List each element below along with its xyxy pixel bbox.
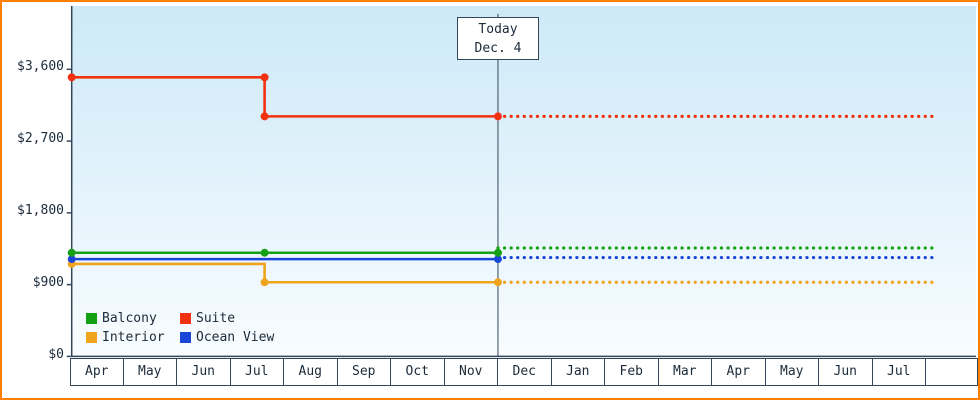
data-point-suite bbox=[260, 73, 269, 82]
legend-swatch-ocean-view bbox=[180, 331, 191, 343]
x-axis-month-cell: Mar bbox=[658, 358, 712, 386]
legend-item-ocean-view: Ocean View bbox=[180, 329, 274, 345]
legend-label-interior: Interior bbox=[102, 329, 165, 345]
x-axis-month-cell: Sep bbox=[337, 358, 391, 386]
series-line-interior bbox=[71, 262, 498, 284]
y-axis-label: $0 bbox=[48, 347, 64, 362]
x-axis-month-cell: Feb bbox=[605, 358, 659, 386]
data-point-interior bbox=[260, 278, 269, 287]
data-point-balcony bbox=[67, 248, 76, 257]
today-label: Today bbox=[478, 22, 518, 37]
legend-swatch-balcony bbox=[86, 312, 97, 324]
data-point-balcony bbox=[493, 248, 502, 257]
data-point-suite bbox=[260, 112, 269, 121]
data-point-ocean-view bbox=[67, 255, 76, 264]
x-axis-month-cell: Jul bbox=[872, 358, 926, 386]
data-point-ocean-view bbox=[493, 255, 502, 264]
data-point-suite bbox=[493, 112, 502, 121]
x-axis-month-cell: Jan bbox=[551, 358, 605, 386]
x-axis-month-cell: Oct bbox=[391, 358, 445, 386]
legend-swatch-suite bbox=[180, 312, 191, 324]
x-axis-month-cell: May bbox=[123, 358, 177, 386]
legend-item-suite: Suite bbox=[180, 310, 274, 326]
y-axis-label: $2,700 bbox=[17, 131, 64, 146]
x-axis-month-cell: Jun bbox=[819, 358, 873, 386]
x-axis-month-cell: Nov bbox=[444, 358, 498, 386]
x-axis-month-cell: May bbox=[765, 358, 819, 386]
data-point-balcony bbox=[260, 248, 269, 257]
legend-swatch-interior bbox=[86, 331, 97, 343]
x-axis-month-cell: Jul bbox=[230, 358, 284, 386]
x-axis-month-cell: Jun bbox=[177, 358, 231, 386]
x-axis-month-cell: Aug bbox=[284, 358, 338, 386]
legend-label-balcony: Balcony bbox=[102, 310, 157, 326]
data-point-suite bbox=[67, 73, 76, 82]
x-axis-month-cell: Dec bbox=[498, 358, 552, 386]
today-marker-box: Today Dec. 4 bbox=[457, 17, 539, 60]
x-axis-month-cell: Apr bbox=[712, 358, 766, 386]
today-date: Dec. 4 bbox=[474, 41, 522, 56]
legend-label-suite: Suite bbox=[196, 310, 236, 326]
plot-background bbox=[71, 5, 977, 357]
legend-item-interior: Interior bbox=[86, 329, 180, 345]
data-point-interior bbox=[493, 278, 502, 287]
y-axis-label: $1,800 bbox=[17, 203, 64, 218]
x-axis-month-row: Apr May Jun Jul Aug Sep Oct Nov Dec Jan Feb Mar Apr M… bbox=[70, 358, 978, 386]
y-axis-label: $900 bbox=[32, 275, 64, 290]
chart-legend: Balcony Suite Interior Ocean View bbox=[86, 310, 274, 345]
legend-label-ocean-view: Ocean View bbox=[196, 329, 275, 345]
x-axis-month-cell: Apr bbox=[70, 358, 124, 386]
series-line-suite bbox=[71, 76, 498, 118]
y-axis-label: $3,600 bbox=[17, 59, 64, 74]
legend-item-balcony: Balcony bbox=[86, 310, 180, 326]
x-axis-filler-cell bbox=[926, 358, 978, 386]
